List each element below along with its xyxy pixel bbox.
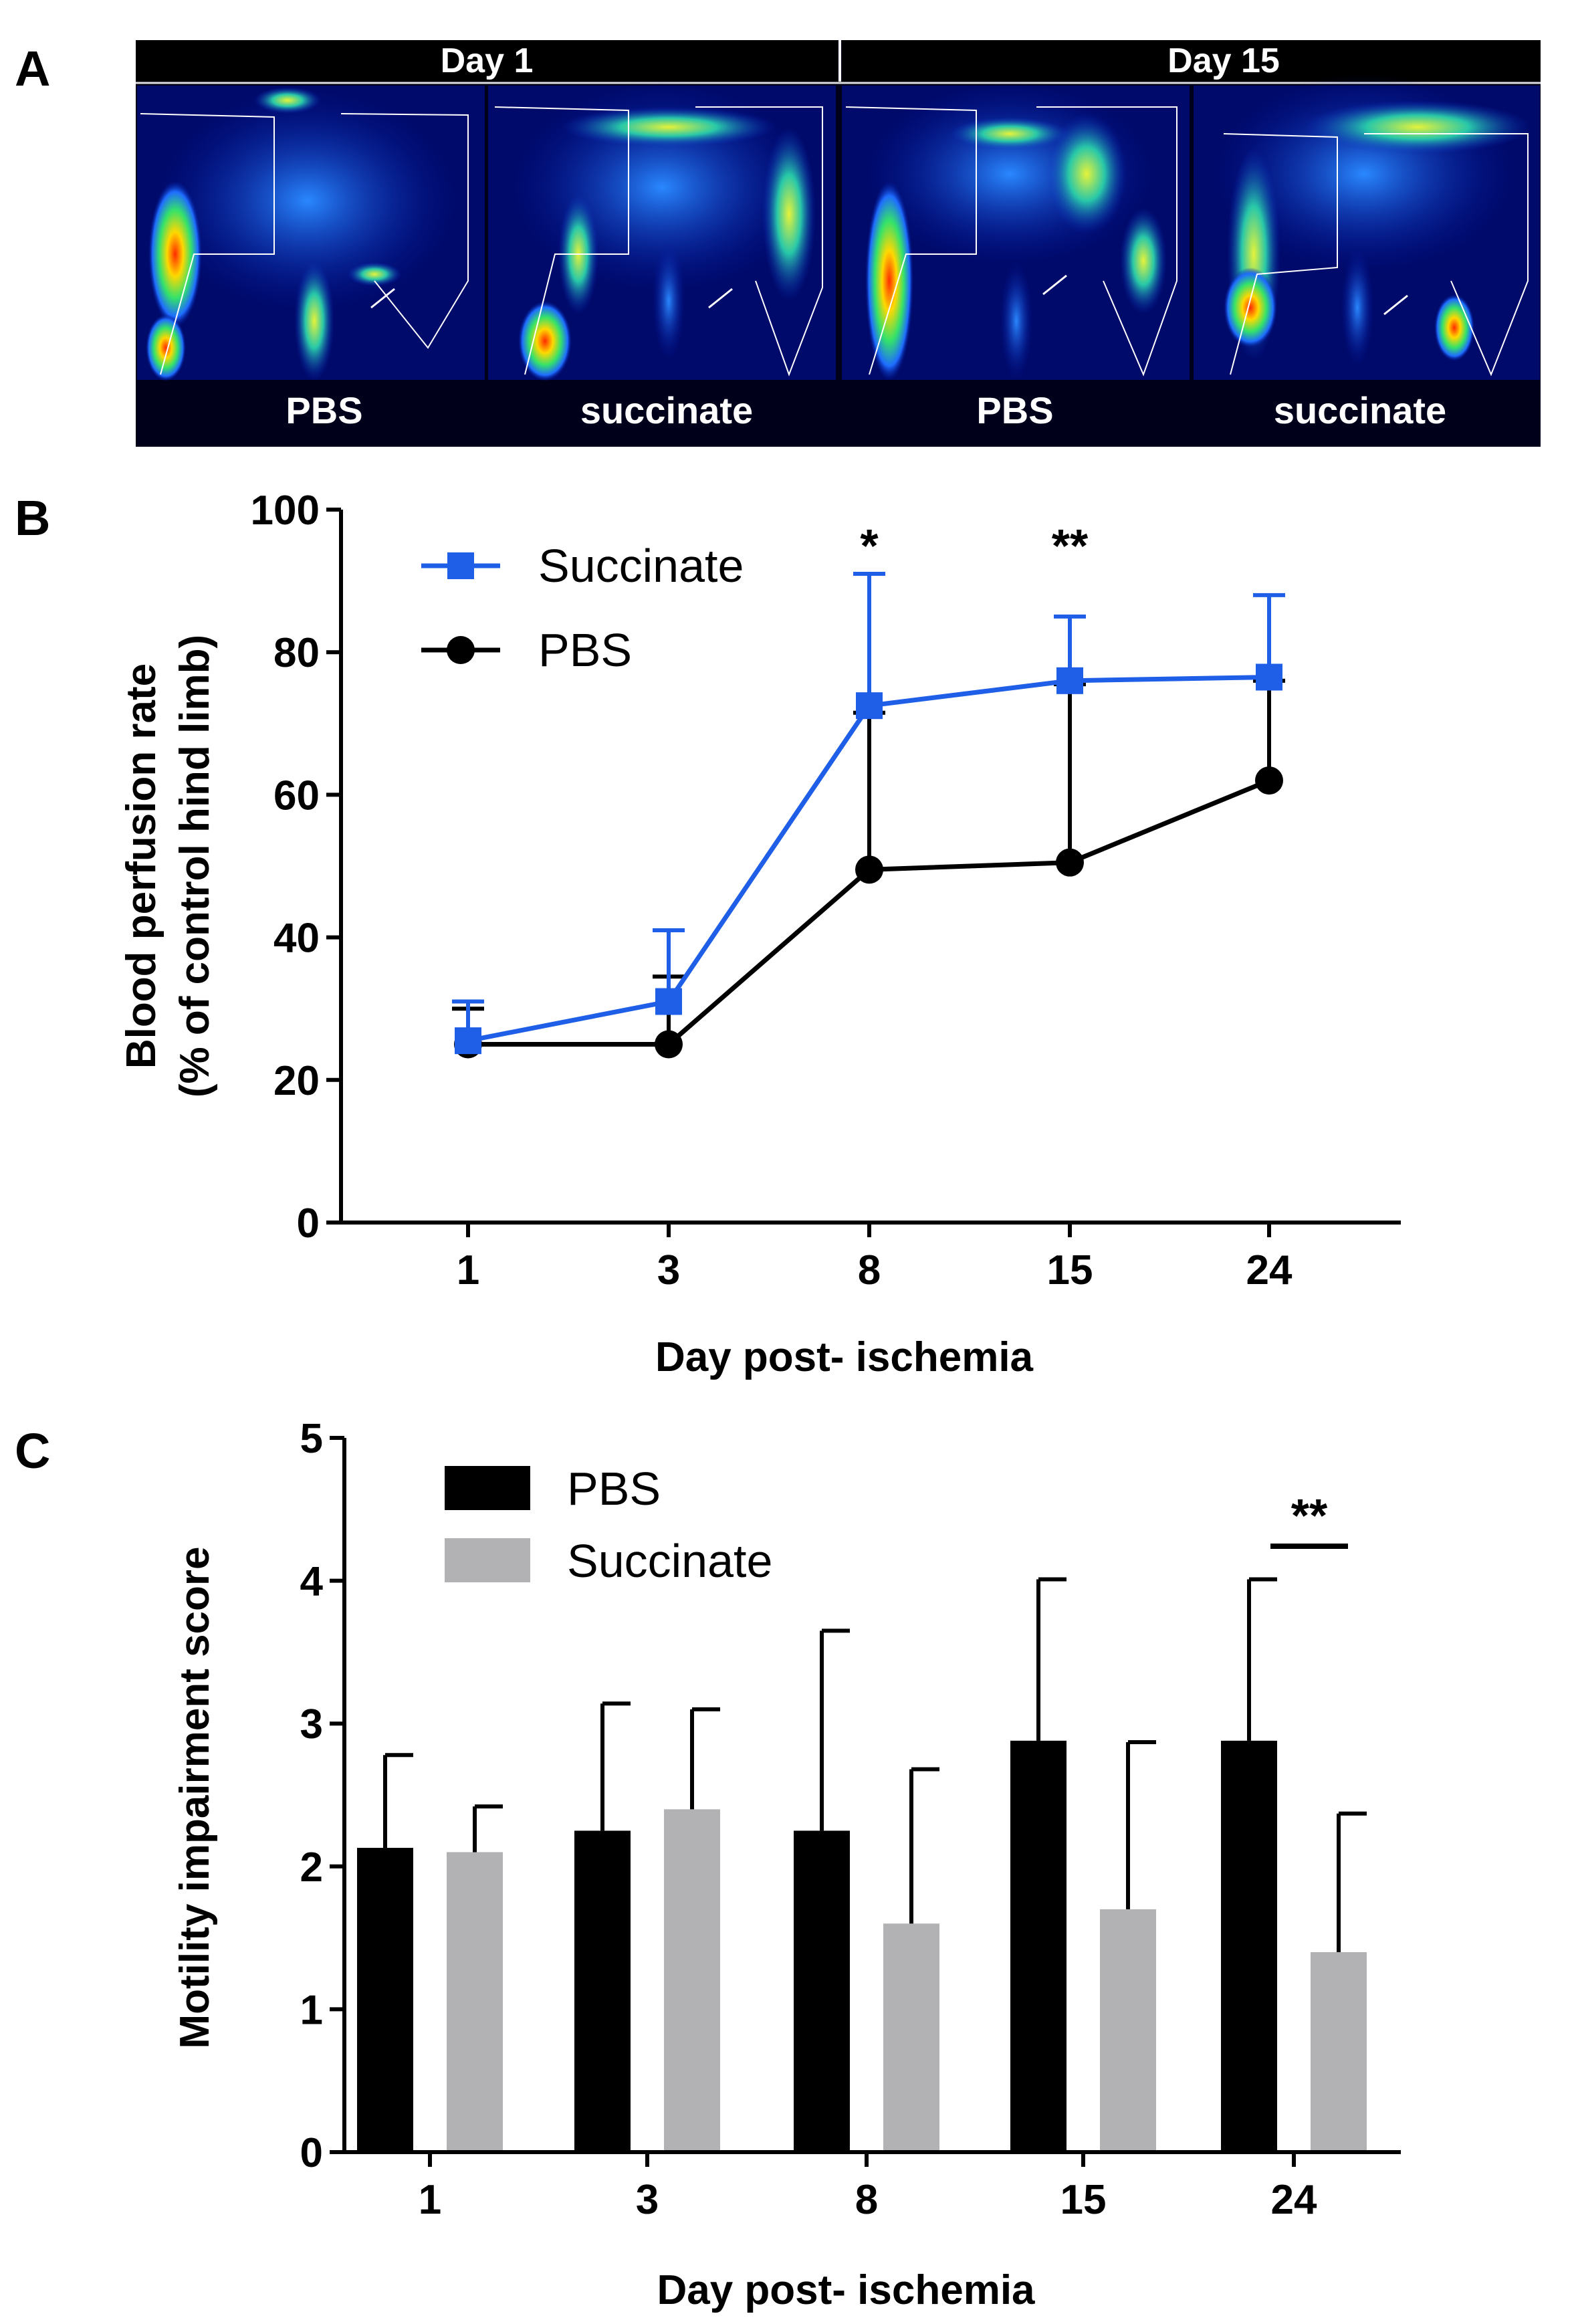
legend-marker-pbs xyxy=(447,636,475,664)
significance-marker: ** xyxy=(1291,1489,1328,1542)
panel-label-a: A xyxy=(15,41,50,96)
point-succinate xyxy=(1256,663,1282,691)
bar-succinate xyxy=(1311,1951,1367,2152)
legend-swatch-succinate xyxy=(445,1538,530,1582)
point-succinate xyxy=(655,988,682,1015)
y-axis-title-line2: (% of control hind limb) xyxy=(172,635,218,1097)
x-tick-label: 24 xyxy=(1246,1247,1293,1293)
legend-marker-succinate xyxy=(447,552,474,579)
point-pbs xyxy=(655,1030,683,1059)
y-tick-label: 5 xyxy=(300,1416,323,1462)
bar-pbs xyxy=(794,1830,850,2152)
y-tick-label: 0 xyxy=(297,1200,320,1247)
bar-chart-motility: 0 1 2 3 4 5 1 3 8 15 24 Day post- ischemia Motility … xyxy=(172,1416,1401,2313)
point-succinate xyxy=(856,692,883,720)
y-tick-label: 1 xyxy=(300,1987,323,2033)
y-tick-label: 3 xyxy=(300,1701,323,1748)
point-pbs xyxy=(1056,848,1084,877)
x-axis-title: Day post- ischemia xyxy=(655,1334,1034,1380)
bar-succinate xyxy=(883,1923,939,2152)
y-tick-label: 4 xyxy=(300,1559,324,1605)
day15-header: Day 15 xyxy=(1167,41,1280,80)
y-tick-label: 60 xyxy=(273,772,320,819)
bar-pbs xyxy=(1221,1740,1277,2152)
legend-label-succinate: Succinate xyxy=(567,1535,772,1587)
legend-label-succinate: Succinate xyxy=(538,540,744,592)
bar-pbs xyxy=(357,1848,413,2152)
significance-marker: * xyxy=(860,520,879,572)
day1-header: Day 1 xyxy=(441,41,534,80)
perfusion-image-day15-pbs xyxy=(842,80,1190,381)
y-tick-label: 0 xyxy=(300,2130,323,2176)
condition-label-day15-succinate: succinate xyxy=(1274,389,1446,431)
bar-succinate xyxy=(664,1809,720,2152)
x-tick-label: 8 xyxy=(855,2177,878,2223)
y-tick-label: 80 xyxy=(273,630,320,676)
x-tick-label: 1 xyxy=(419,2177,441,2223)
y-tick-label: 40 xyxy=(273,916,320,962)
legend-label-pbs: PBS xyxy=(567,1463,661,1515)
day1-header-bar xyxy=(136,40,838,82)
condition-label-day1-succinate: succinate xyxy=(580,389,753,431)
legend-swatch-pbs xyxy=(445,1466,530,1510)
condition-label-day1-pbs: PBS xyxy=(286,389,362,431)
point-succinate xyxy=(455,1027,481,1055)
bar-succinate xyxy=(447,1852,503,2152)
x-tick-label: 3 xyxy=(657,1247,680,1293)
perfusion-image-day1-succinate xyxy=(488,80,836,381)
day15-header-bar xyxy=(842,40,1541,82)
bar-pbs xyxy=(1010,1740,1067,2152)
x-tick-label: 8 xyxy=(858,1247,881,1293)
significance-marker: ** xyxy=(1052,520,1089,572)
x-axis-title: Day post- ischemia xyxy=(657,2267,1035,2313)
panel-label-b: B xyxy=(15,490,50,546)
x-tick-label: 3 xyxy=(636,2177,659,2223)
legend-label-pbs: PBS xyxy=(538,624,632,676)
x-tick-label: 15 xyxy=(1060,2177,1107,2223)
condition-label-day15-pbs: PBS xyxy=(976,389,1053,431)
x-tick-label: 1 xyxy=(457,1247,479,1293)
bar-pbs xyxy=(574,1830,631,2152)
y-axis-title-line1: Blood perfusion rate xyxy=(118,663,164,1069)
y-tick-label: 100 xyxy=(251,488,320,534)
line-chart-perfusion: 0 20 40 60 80 100 1 3 8 15 24 Day post- ischemia Blo… xyxy=(118,488,1401,1380)
y-tick-label: 20 xyxy=(273,1058,320,1104)
bar-succinate xyxy=(1100,1909,1156,2152)
point-succinate xyxy=(1056,667,1083,694)
y-axis-title: Motility impairment score xyxy=(172,1546,218,2048)
y-tick-label: 2 xyxy=(300,1844,323,1891)
point-pbs xyxy=(1255,766,1283,795)
x-tick-label: 15 xyxy=(1047,1247,1093,1293)
perfusion-image-day15-succinate xyxy=(1194,74,1540,380)
point-pbs xyxy=(855,855,883,884)
panel-label-c: C xyxy=(15,1423,50,1479)
perfusion-image-day1-pbs xyxy=(137,86,485,381)
perfusion-image-panel: Day 1 Day 15 xyxy=(136,40,1541,447)
x-tick-label: 24 xyxy=(1271,2177,1317,2223)
